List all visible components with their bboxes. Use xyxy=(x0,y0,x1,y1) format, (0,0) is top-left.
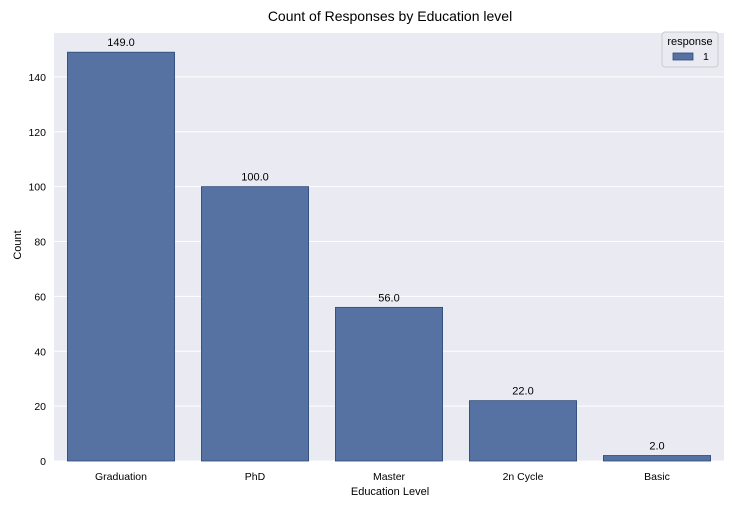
y-tick-label: 60 xyxy=(34,291,46,303)
bar-graduation xyxy=(67,51,175,462)
bar-phd xyxy=(200,186,309,462)
legend-entry-label: 1 xyxy=(703,51,709,63)
bars: 149.0 100.0 56.0 22.0 2.0 xyxy=(67,37,712,462)
y-tick-label: 100 xyxy=(28,182,46,194)
legend-swatch xyxy=(672,52,694,61)
x-axis-ticks: Graduation PhD Master 2n Cycle Basic xyxy=(95,471,670,483)
bar-2n-cycle xyxy=(468,400,577,462)
x-tick-label: Graduation xyxy=(95,471,147,483)
y-axis-label: Count xyxy=(12,230,24,259)
x-tick-label: 2n Cycle xyxy=(503,471,544,483)
y-tick-label: 0 xyxy=(40,456,46,468)
x-axis-label: Education Level xyxy=(351,486,429,498)
data-label: 149.0 xyxy=(107,37,135,49)
x-tick-label: Master xyxy=(373,471,406,483)
y-tick-label: 20 xyxy=(34,401,46,413)
chart-title: Count of Responses by Education level xyxy=(268,8,512,24)
data-label: 22.0 xyxy=(512,386,533,398)
legend: response 1 xyxy=(661,31,719,68)
data-label: 100.0 xyxy=(241,172,269,184)
y-tick-label: 40 xyxy=(34,346,46,358)
y-tick-label: 80 xyxy=(34,237,46,249)
bar-basic xyxy=(603,455,712,462)
legend-title: response xyxy=(667,36,712,48)
y-axis-ticks: 0 20 40 60 80 100 120 140 xyxy=(28,72,46,468)
y-tick-label: 120 xyxy=(28,127,46,139)
data-label: 56.0 xyxy=(378,292,399,304)
bar-master xyxy=(334,306,443,462)
y-tick-label: 140 xyxy=(28,72,46,84)
x-tick-label: Basic xyxy=(644,471,670,483)
data-label: 2.0 xyxy=(649,441,664,453)
x-tick-label: PhD xyxy=(245,471,266,483)
